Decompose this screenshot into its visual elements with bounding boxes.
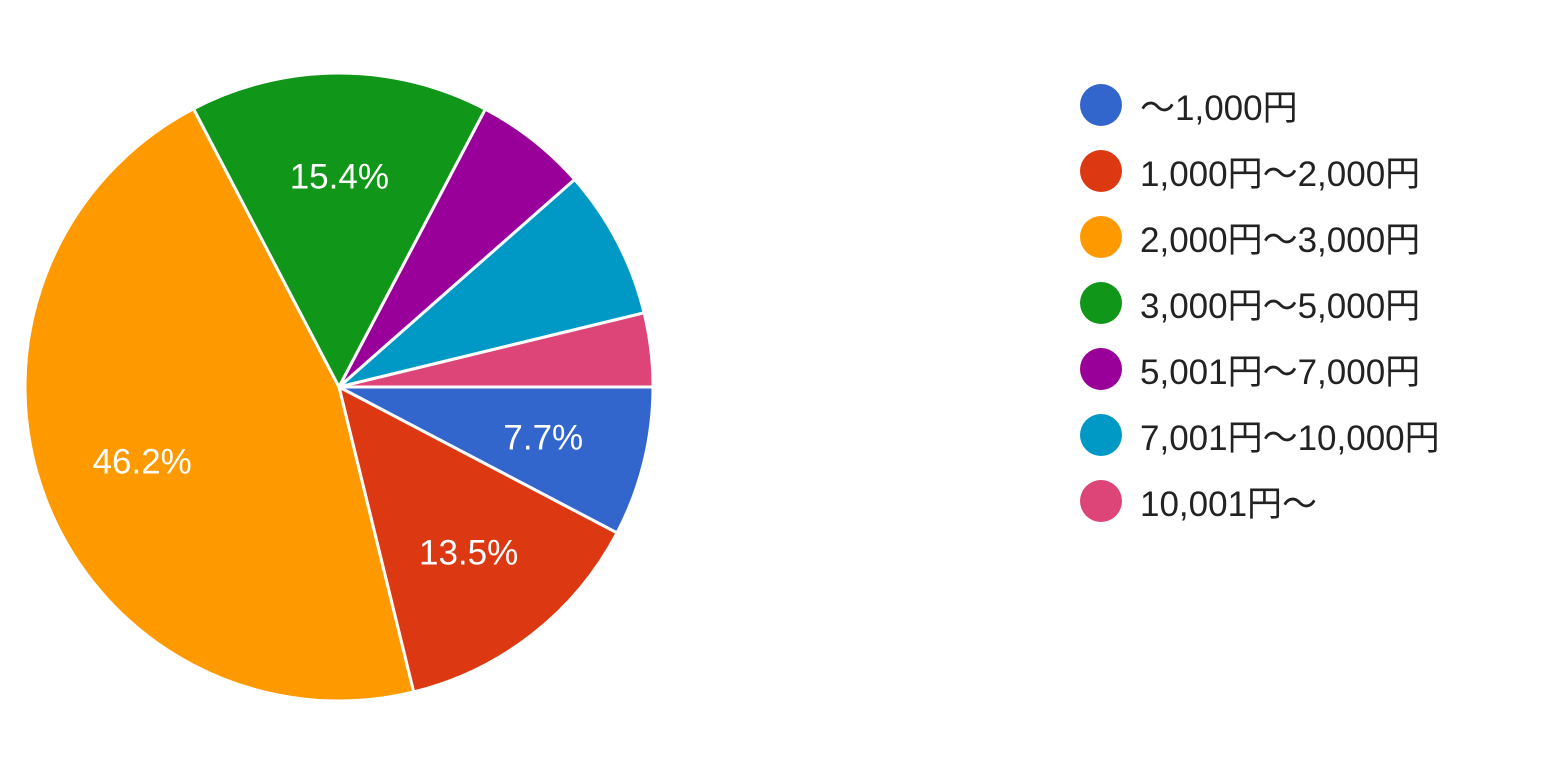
slice-label: 46.2% bbox=[93, 442, 192, 481]
legend-swatch bbox=[1080, 480, 1122, 522]
slice-label: 15.4% bbox=[290, 158, 389, 197]
pie-slice bbox=[338, 385, 655, 535]
legend-label: 5,001円〜7,000円 bbox=[1140, 352, 1421, 392]
legend-label: 7,001円〜10,000円 bbox=[1140, 418, 1440, 458]
legend-item: 5,001円〜7,000円 bbox=[1080, 336, 1440, 402]
legend-swatch bbox=[1080, 348, 1122, 390]
pie-chart: 7.7% 13.5% 46.2% 15.4% bbox=[23, 71, 655, 703]
legend-label: 3,000円〜5,000円 bbox=[1140, 286, 1421, 326]
pie-slice bbox=[23, 106, 416, 703]
legend-item: 7,001円〜10,000円 bbox=[1080, 402, 1440, 468]
legend-item: 〜1,000円 bbox=[1080, 72, 1440, 138]
pie-slice bbox=[338, 311, 655, 389]
legend-swatch bbox=[1080, 414, 1122, 456]
legend: 〜1,000円 1,000円〜2,000円 2,000円〜3,000円 3,000円〜… bbox=[1080, 72, 1440, 534]
legend-label: 1,000円〜2,000円 bbox=[1140, 154, 1421, 194]
legend-swatch bbox=[1080, 282, 1122, 324]
legend-swatch bbox=[1080, 216, 1122, 258]
legend-item: 2,000円〜3,000円 bbox=[1080, 204, 1440, 270]
pie-slice bbox=[338, 177, 646, 389]
pie-slice bbox=[336, 384, 620, 694]
slice-label: 13.5% bbox=[419, 534, 518, 573]
legend-swatch bbox=[1080, 84, 1122, 126]
legend-label: 〜1,000円 bbox=[1140, 88, 1298, 128]
legend-label: 2,000円〜3,000円 bbox=[1140, 220, 1421, 260]
legend-item: 1,000円〜2,000円 bbox=[1080, 138, 1440, 204]
slice-label: 7.7% bbox=[503, 418, 583, 457]
legend-label: 10,001円〜 bbox=[1140, 484, 1318, 524]
pie-slice bbox=[191, 71, 488, 391]
legend-swatch bbox=[1080, 150, 1122, 192]
legend-item: 10,001円〜 bbox=[1080, 468, 1440, 534]
legend-item: 3,000円〜5,000円 bbox=[1080, 270, 1440, 336]
